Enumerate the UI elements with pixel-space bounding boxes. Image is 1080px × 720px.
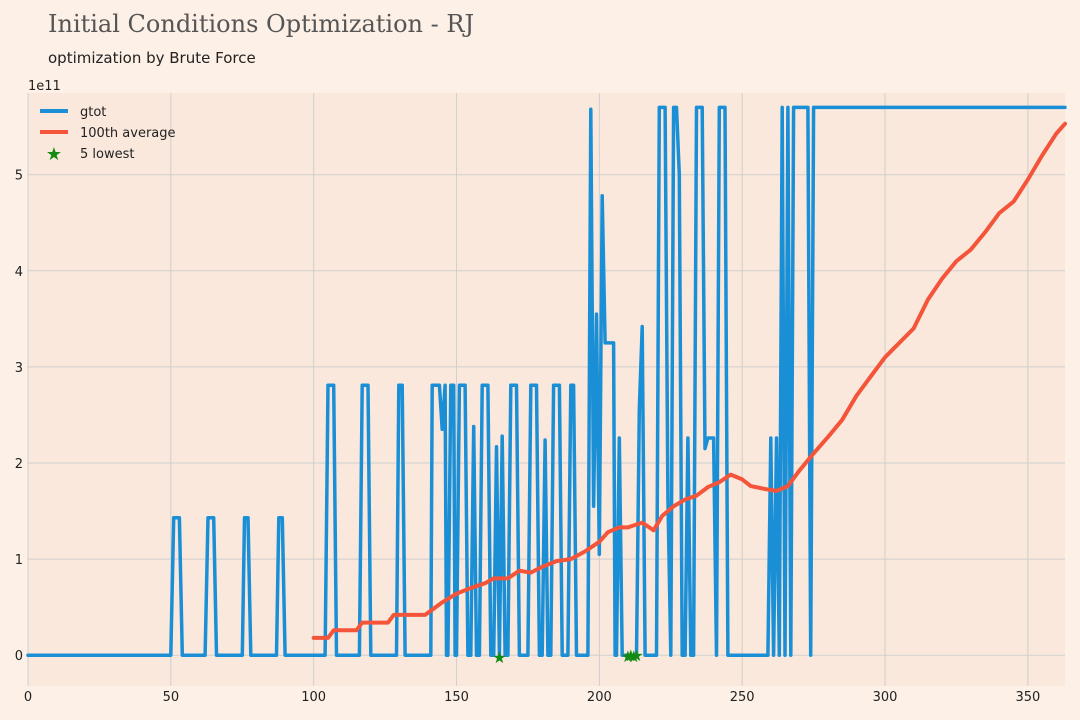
x-tick-label: 350 xyxy=(1015,690,1040,705)
y-tick-label: 0 xyxy=(15,649,23,664)
lowest-point-marker: ★ xyxy=(629,646,643,665)
lowest-point-marker: ★ xyxy=(492,648,506,667)
y-tick-label: 5 xyxy=(15,169,23,184)
legend: gtot 100th average ★ 5 lowest xyxy=(40,105,176,165)
lowest-point-marker: ★ xyxy=(624,646,638,665)
legend-label-average: 100th average xyxy=(80,126,176,141)
legend-swatch-lowest: ★ xyxy=(46,144,62,165)
y-tick-label: 4 xyxy=(15,265,23,280)
x-axis-ticks: 0 50 100 150 200 250 300 350 xyxy=(24,690,1040,705)
x-tick-label: 150 xyxy=(444,690,469,705)
x-tick-label: 100 xyxy=(301,690,326,705)
y-tick-label: 1 xyxy=(15,553,23,568)
y-offset-label: 1e11 xyxy=(28,79,61,94)
lowest-point-marker: ★ xyxy=(626,647,640,666)
x-tick-label: 50 xyxy=(163,690,180,705)
y-tick-label: 3 xyxy=(15,361,23,376)
legend-label-gtot: gtot xyxy=(80,105,106,120)
y-axis-ticks: 0 1 2 3 4 5 xyxy=(15,169,23,665)
chart-title: Initial Conditions Optimization - RJ xyxy=(48,10,474,38)
series-layer: ★ ★★★★ xyxy=(26,105,1067,667)
chart-subtitle: optimization by Brute Force xyxy=(48,49,256,67)
series-line-gtot xyxy=(26,105,1067,657)
y-tick-label: 2 xyxy=(15,457,23,472)
x-tick-label: 250 xyxy=(730,690,755,705)
x-tick-label: 300 xyxy=(873,690,898,705)
series-line-average xyxy=(311,121,1067,640)
lowest-point-marker: ★ xyxy=(621,647,635,666)
legend-label-lowest: 5 lowest xyxy=(80,147,134,162)
x-tick-label: 200 xyxy=(587,690,612,705)
x-tick-label: 0 xyxy=(24,690,32,705)
